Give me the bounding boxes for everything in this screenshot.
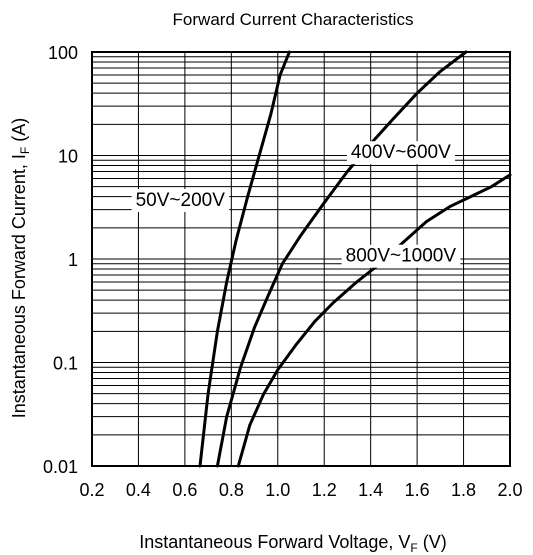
- series-label-background: [131, 188, 230, 212]
- x-tick-label: 0.8: [219, 480, 244, 500]
- x-tick-label: 1.8: [451, 480, 476, 500]
- series-label: 50V~200V: [136, 190, 226, 211]
- x-tick-label: 1.4: [358, 480, 383, 500]
- plot-frame: [91, 51, 511, 467]
- x-tick-label: 2.0: [497, 480, 522, 500]
- y-tick-label: 100: [48, 43, 78, 63]
- y-tick-label: 1: [68, 250, 78, 270]
- x-axis-label-main: Instantaneous Forward Voltage, V: [139, 532, 410, 552]
- tick-labels: 0.2 0.4 0.6 0.8 1.0 1.2 1.4 1.6 1.8 2.0 0.01 0.1 1 10…: [43, 43, 523, 500]
- series-label-background: [341, 244, 461, 268]
- x-tick-label: 0.4: [126, 480, 151, 500]
- y-axis-label-main: Instantaneous Forward Current, I: [9, 154, 29, 418]
- x-tick-label: 1.2: [312, 480, 337, 500]
- y-axis-label-sub: F: [18, 147, 32, 154]
- series-label: 400V~600V: [351, 142, 451, 163]
- x-tick-label: 1.6: [405, 480, 430, 500]
- x-tick-label: 1.0: [265, 480, 290, 500]
- x-axis-label-unit: (V): [418, 532, 447, 552]
- x-axis-label-sub: F: [410, 541, 417, 555]
- y-axis-label-unit: (A): [9, 118, 29, 147]
- curves: [198, 50, 512, 468]
- series-labels: 50V~200V 400V~600V 800V~1000V: [131, 141, 461, 268]
- chart-title: Forward Current Characteristics: [173, 10, 414, 29]
- series-label-background: [346, 141, 456, 165]
- x-tick-label: 0.6: [172, 480, 197, 500]
- x-tick-label: 0.2: [79, 480, 104, 500]
- x-axis-label: Instantaneous Forward Voltage, VF (V): [139, 532, 447, 555]
- series-line: [215, 50, 468, 468]
- series-line: [236, 173, 512, 468]
- series-line: [198, 50, 291, 468]
- y-tick-label: 0.1: [53, 354, 78, 374]
- y-axis-label: Instantaneous Forward Current, IF (A): [9, 118, 32, 418]
- series-label: 800V~1000V: [346, 246, 457, 267]
- y-tick-label: 10: [58, 147, 78, 167]
- y-tick-label: 0.01: [43, 457, 78, 477]
